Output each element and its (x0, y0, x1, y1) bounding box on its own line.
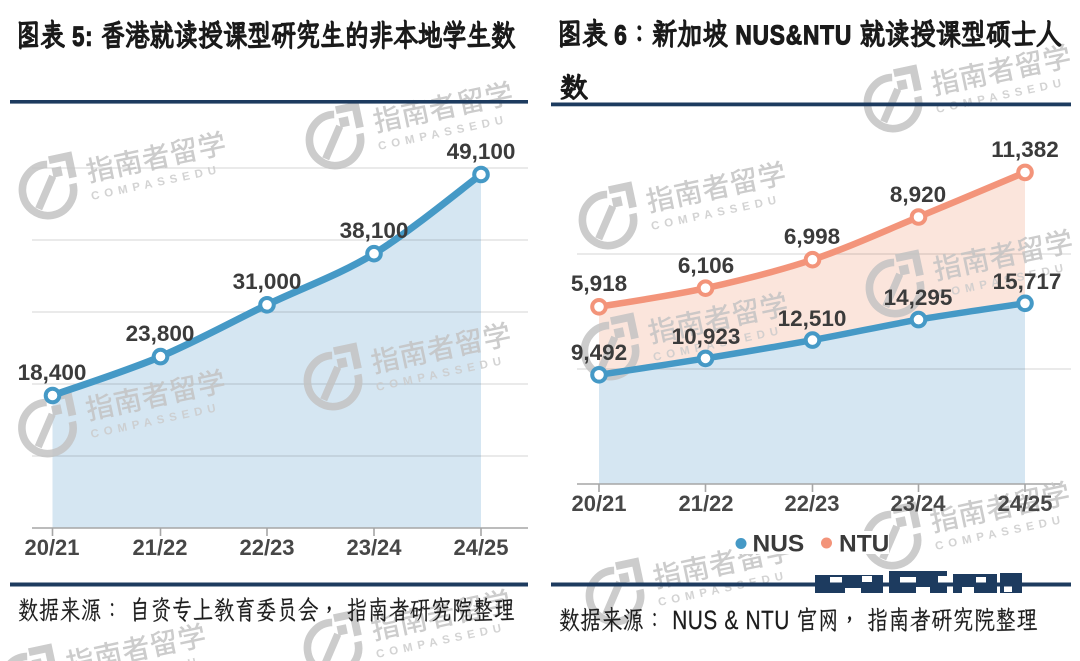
svg-text:23/24: 23/24 (890, 491, 946, 516)
svg-text:6,998: 6,998 (784, 224, 840, 249)
svg-text:24/25: 24/25 (453, 535, 508, 560)
svg-text:22/23: 22/23 (784, 491, 839, 516)
svg-text:23,800: 23,800 (126, 321, 195, 346)
svg-text:6,106: 6,106 (678, 253, 734, 278)
svg-text:8,920: 8,920 (890, 182, 946, 207)
svg-text:20/21: 20/21 (24, 535, 79, 560)
svg-text:21/22: 21/22 (678, 491, 733, 516)
svg-text:11,382: 11,382 (991, 137, 1059, 162)
svg-text:21/22: 21/22 (132, 535, 187, 560)
svg-text:24/25: 24/25 (997, 491, 1052, 516)
svg-text:20/21: 20/21 (571, 491, 626, 516)
svg-text:31,000: 31,000 (233, 269, 302, 294)
svg-text:38,100: 38,100 (340, 218, 409, 243)
svg-text:49,100: 49,100 (447, 139, 516, 164)
svg-text:10,923: 10,923 (672, 324, 741, 349)
svg-text:14,295: 14,295 (884, 285, 953, 310)
svg-text:15,717: 15,717 (993, 269, 1062, 294)
svg-text:18,400: 18,400 (18, 360, 87, 385)
svg-text:9,492: 9,492 (571, 340, 627, 365)
svg-text:12,510: 12,510 (778, 306, 847, 331)
svg-text:NTU: NTU (839, 531, 889, 558)
svg-text:22/23: 22/23 (239, 535, 294, 560)
svg-text:5,918: 5,918 (571, 271, 627, 296)
svg-text:NUS: NUS (753, 531, 805, 558)
svg-text:23/24: 23/24 (346, 535, 402, 560)
